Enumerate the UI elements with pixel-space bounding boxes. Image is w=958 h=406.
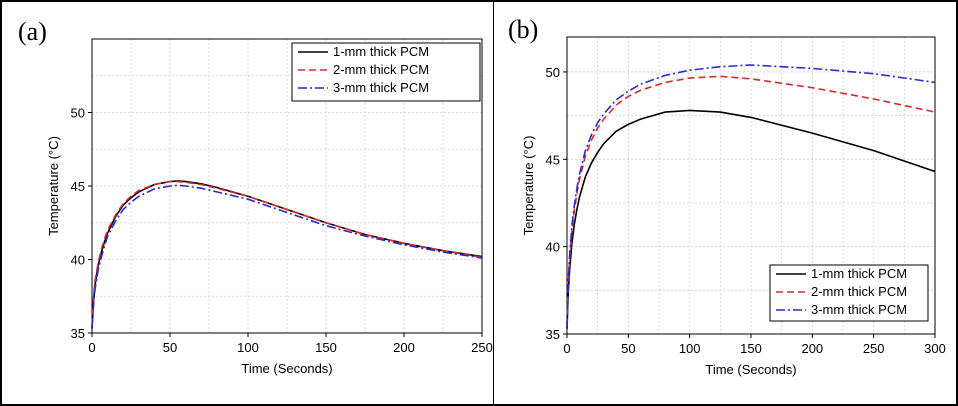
series-line-3mm [91,184,483,328]
x-tick-label: 0 [88,340,95,355]
x-tick-label: 150 [740,341,762,356]
y-tick-label: 35 [71,326,85,341]
x-tick-label: 100 [679,341,701,356]
y-tick-label: 50 [71,106,85,121]
x-tick-label: 250 [471,340,493,355]
legend-label: 2-mm thick PCM [333,62,429,77]
legend: 1-mm thick PCM 2-mm thick PCM 3-mm thick P… [291,42,481,102]
y-tick-label: 40 [546,240,560,255]
panel-label: (b) [508,15,538,44]
series-line-3mm [566,64,936,328]
x-tick-label: 200 [801,341,823,356]
panel-label: (a) [18,17,47,46]
legend-label: 3-mm thick PCM [811,302,907,317]
panel-b-frame [493,0,958,406]
y-axis-title: Temperature (°C) [46,136,61,236]
x-tick-label: 100 [237,340,259,355]
x-tick-label: 0 [563,341,570,356]
legend-label: 1-mm thick PCM [811,266,907,281]
y-tick-label: 45 [71,179,85,194]
legend: 1-mm thick PCM 2-mm thick PCM 3-mm thick P… [769,264,929,322]
x-tick-label: 150 [315,340,337,355]
chart-b: (b) 0 50 100 150 200 250 300 35 40 45 50 Time (Secon… [508,15,946,377]
legend-label: 3-mm thick PCM [333,80,429,95]
x-tick-label: 250 [863,341,885,356]
y-tick-label: 50 [546,65,560,80]
chart-a: (a) 0 50 100 150 200 250 35 40 45 50 Time (Seconds)… [18,17,493,376]
x-axis-title: Time (Seconds) [705,362,796,377]
y-tick-label: 45 [546,152,560,167]
x-tick-label: 200 [393,340,415,355]
legend-label: 1-mm thick PCM [333,44,429,59]
y-axis-title: Temperature (°C) [521,136,536,236]
legend-label: 2-mm thick PCM [811,284,907,299]
series-line-1mm [566,109,936,329]
x-tick-label: 50 [163,340,177,355]
x-tick-label: 300 [924,341,946,356]
y-tick-label: 40 [71,253,85,268]
y-tick-label: 35 [546,327,560,342]
x-tick-label: 50 [621,341,635,356]
x-axis-title: Time (Seconds) [241,361,332,376]
